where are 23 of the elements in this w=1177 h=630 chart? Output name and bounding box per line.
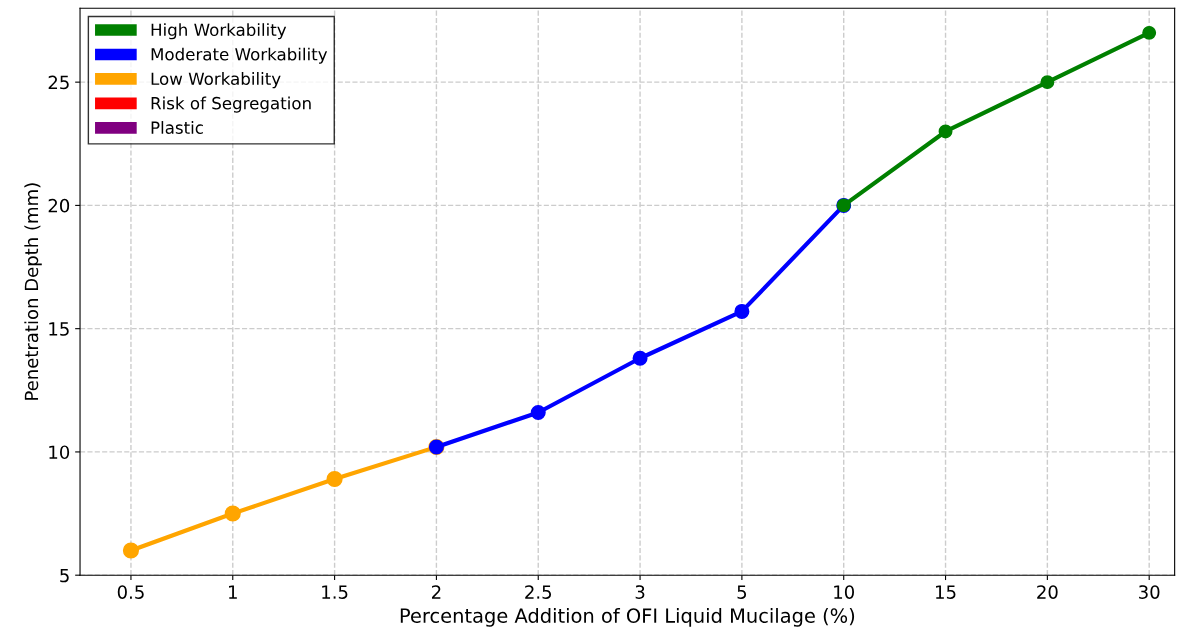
y-tick-label: 10 xyxy=(49,445,70,460)
y-tick-label: 5 xyxy=(60,568,69,583)
x-tick-label: 5 xyxy=(737,585,747,599)
y-axis-title: Penetration Depth (mm) xyxy=(24,183,42,400)
x-tick-label: 15 xyxy=(936,585,956,599)
legend-label: Risk of Segregation xyxy=(151,96,311,113)
y-tick-label: 25 xyxy=(48,75,69,90)
legend-label: Low Workability xyxy=(151,72,281,89)
x-tick-label: 2 xyxy=(432,585,441,599)
legend-label: High Workability xyxy=(151,23,287,40)
x-tick-label: 1 xyxy=(229,585,237,599)
x-tick-label: 3 xyxy=(635,585,645,599)
y-tick-label: 15 xyxy=(49,322,69,336)
x-tick-label: 20 xyxy=(1037,585,1058,599)
x-tick-label: 2.5 xyxy=(525,585,552,599)
x-tick-label: 0.5 xyxy=(117,585,144,599)
x-tick-label: 30 xyxy=(1139,585,1160,599)
legend-label: Moderate Workability xyxy=(151,47,328,64)
x-tick-label: 10 xyxy=(834,585,855,599)
x-tick-label: 1.5 xyxy=(322,585,348,599)
legend-label: Plastic xyxy=(151,121,203,134)
y-tick-label: 20 xyxy=(48,198,70,213)
x-axis-title: Percentage Addition of OFI Liquid Mucilage (%) xyxy=(400,607,855,627)
